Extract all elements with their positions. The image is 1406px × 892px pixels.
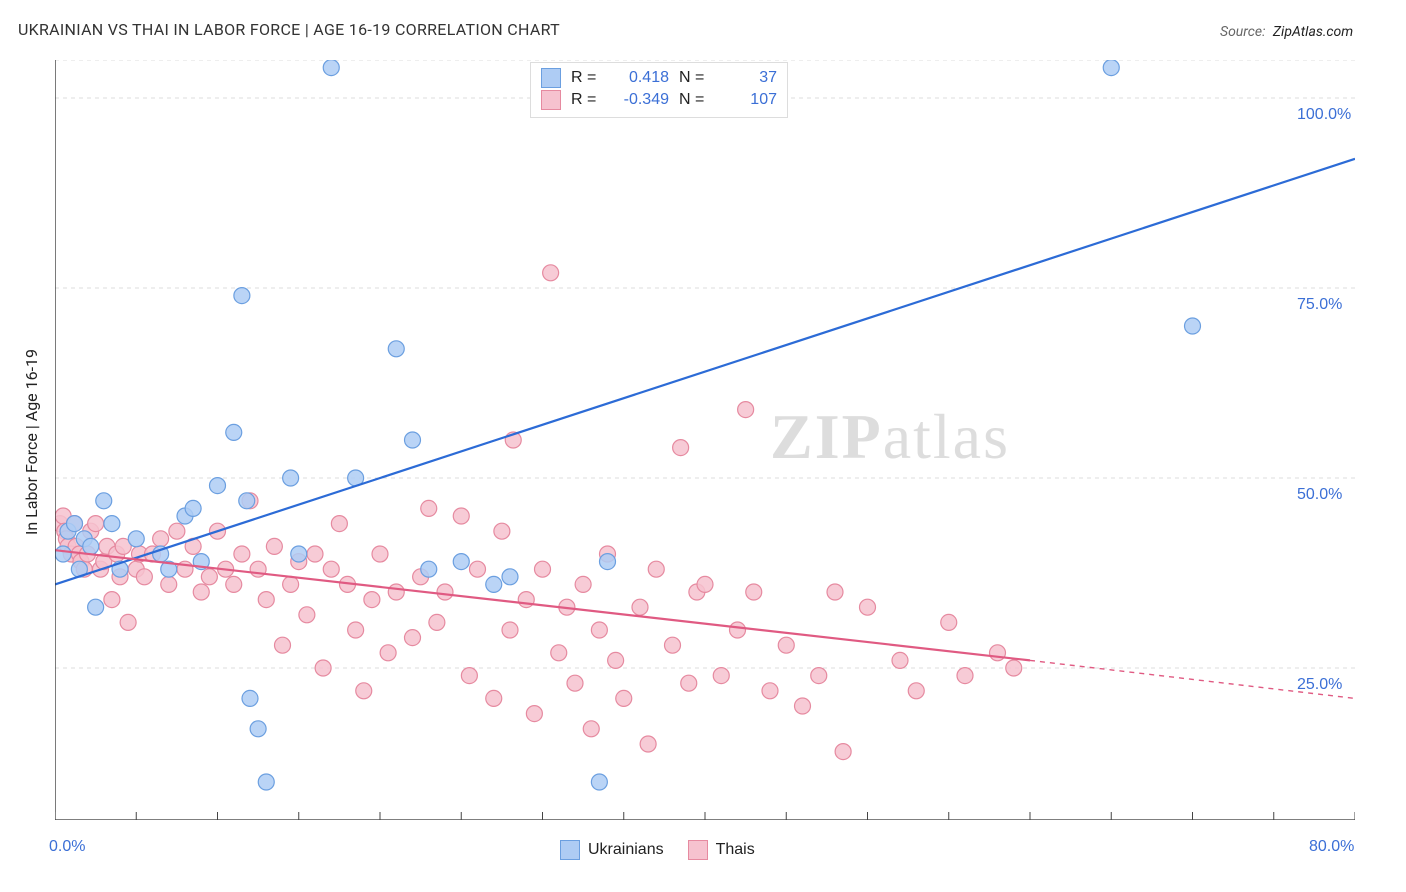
- source-label: Source:: [1220, 24, 1265, 40]
- y-tick-label: 75.0%: [1297, 296, 1342, 314]
- legend-r-label: R =: [571, 69, 599, 87]
- legend-n-value: 37: [717, 69, 777, 87]
- legend-label: Ukrainians: [588, 841, 664, 858]
- legend-row: R = -0.349 N = 107: [541, 89, 777, 111]
- legend-item: Ukrainians: [560, 840, 664, 860]
- source-value: ZipAtlas.com: [1273, 24, 1353, 40]
- legend-label: Thais: [716, 841, 755, 858]
- x-tick-label: 80.0%: [1309, 838, 1354, 856]
- legend-n-label: N =: [679, 91, 707, 109]
- y-tick-label: 100.0%: [1297, 106, 1351, 124]
- x-tick-label: 0.0%: [49, 838, 85, 856]
- legend-swatch: [541, 68, 561, 88]
- legend-n-label: N =: [679, 69, 707, 87]
- source-attribution: Source: ZipAtlas.com: [1220, 24, 1353, 40]
- chart-title: UKRAINIAN VS THAI IN LABOR FORCE | AGE 1…: [18, 20, 560, 39]
- legend-swatch: [688, 840, 708, 860]
- legend-n-value: 107: [717, 91, 777, 109]
- y-axis-label: In Labor Force | Age 16-19: [22, 349, 41, 535]
- correlation-legend: R = 0.418 N = 37 R = -0.349 N = 107: [530, 62, 788, 118]
- legend-item: Thais: [688, 840, 755, 860]
- plot-area: [55, 60, 1355, 820]
- chart-frame: UKRAINIAN VS THAI IN LABOR FORCE | AGE 1…: [0, 0, 1406, 892]
- legend-r-label: R =: [571, 91, 599, 109]
- legend-row: R = 0.418 N = 37: [541, 67, 777, 89]
- y-tick-label: 25.0%: [1297, 676, 1342, 694]
- legend-r-value: -0.349: [609, 91, 669, 109]
- legend-swatch: [541, 90, 561, 110]
- series-legend: Ukrainians Thais: [560, 840, 755, 860]
- y-tick-label: 50.0%: [1297, 486, 1342, 504]
- legend-r-value: 0.418: [609, 69, 669, 87]
- scatter-chart: [55, 60, 1355, 820]
- legend-swatch: [560, 840, 580, 860]
